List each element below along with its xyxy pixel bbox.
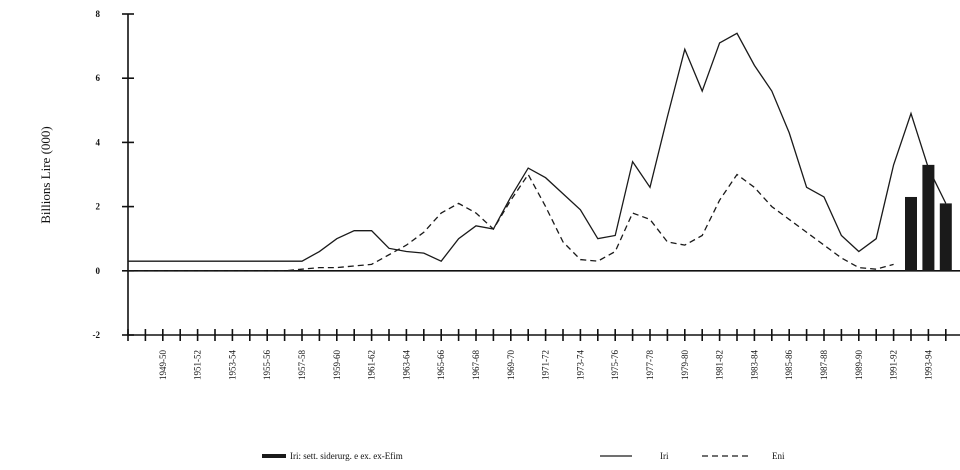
legend-label: Iri — [660, 451, 669, 461]
x-tick-label: 1985-86 — [784, 350, 794, 380]
legend-label: Iri: sett. siderurg. e ex. ex-Efim — [290, 451, 403, 461]
x-tick-label: 1969-70 — [506, 350, 516, 380]
x-tick-label: 1989-90 — [854, 350, 864, 380]
x-tick-label: 1963-64 — [401, 350, 411, 380]
bar — [905, 196, 917, 271]
legend-swatch — [262, 454, 286, 458]
x-tick-label: 1951-52 — [193, 350, 203, 380]
x-tick-label: 1949-50 — [158, 350, 168, 380]
line — [128, 173, 894, 272]
x-tick-label: 1955-56 — [262, 350, 272, 380]
x-tick-label: 1967-68 — [471, 350, 481, 380]
x-tick-label: 1971-72 — [541, 350, 551, 380]
y-tick-label: 4 — [96, 137, 101, 147]
x-tick-label: 1981-82 — [715, 350, 725, 380]
y-axis-label: Billions Lire (000) — [38, 126, 53, 224]
x-tick-label: 1959-60 — [332, 350, 342, 380]
x-tick-label: 1965-66 — [436, 350, 446, 380]
x-tick-label: 1987-88 — [819, 350, 829, 380]
x-tick-label: 1991-92 — [889, 350, 899, 380]
x-tick-label: 1977-78 — [645, 350, 655, 380]
x-tick-label: 1973-74 — [575, 350, 585, 380]
line — [128, 32, 947, 262]
legend-label: Eni — [772, 451, 785, 461]
bar — [939, 203, 952, 271]
y-tick-label: 6 — [96, 73, 101, 83]
y-tick-label: 0 — [96, 266, 101, 276]
x-tick-label: 1993-94 — [923, 350, 933, 380]
y-tick-label: 2 — [96, 202, 101, 212]
x-tick-label: 1975-76 — [610, 350, 620, 380]
x-tick-label: 1953-54 — [227, 350, 237, 380]
bar — [922, 164, 935, 271]
y-tick-label: -2 — [93, 330, 101, 340]
x-tick-label: 1961-62 — [367, 350, 377, 380]
x-tick-label: 1957-58 — [297, 350, 307, 380]
x-tick-label: 1979-80 — [680, 350, 690, 380]
y-tick-label: 8 — [96, 9, 101, 19]
x-tick-label: 1983-84 — [749, 350, 759, 380]
